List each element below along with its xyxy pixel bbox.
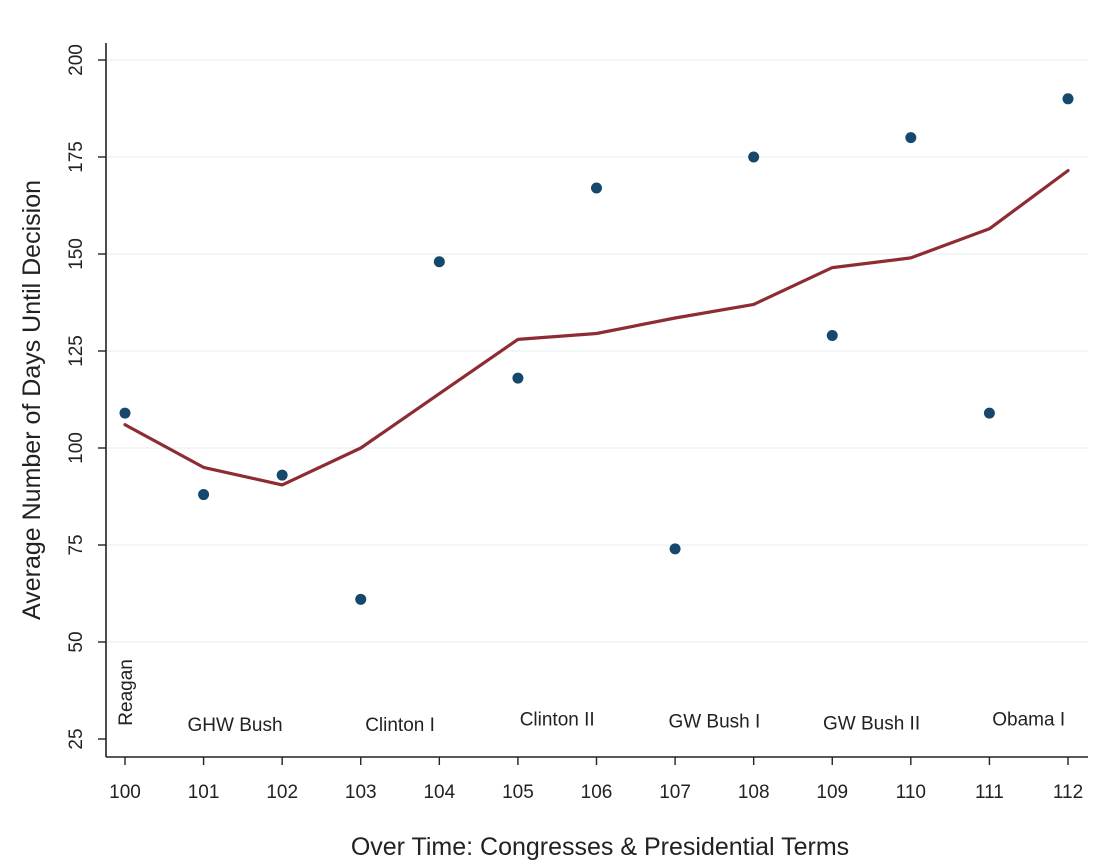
x-tick-label: 108	[738, 782, 770, 803]
x-tick-label: 100	[109, 782, 141, 803]
y-tick-label: 25	[66, 728, 87, 749]
data-point	[433, 256, 445, 268]
term-label: GW Bush II	[823, 713, 920, 734]
data-point	[591, 182, 602, 194]
x-tick-label: 112	[1053, 782, 1083, 803]
x-tick-label: 107	[659, 782, 691, 803]
x-tick-label: 111	[975, 782, 1004, 803]
x-tick-label: 103	[345, 782, 377, 803]
data-point	[669, 543, 681, 555]
x-tick-label: 106	[581, 782, 613, 803]
x-axis-title: Over Time: Congresses & Presidential Ter…	[351, 833, 849, 861]
gridlines	[106, 59, 1088, 643]
y-tick-label: 75	[66, 534, 87, 555]
x-tick-label: 110	[896, 782, 926, 803]
data-point	[512, 372, 524, 384]
term-label: Reagan	[116, 659, 137, 726]
term-label: Obama I	[992, 709, 1065, 730]
x-tick-label: 104	[423, 782, 455, 803]
data-point	[1062, 93, 1074, 105]
x-tick-label: 101	[188, 782, 220, 803]
y-axis: 25 50 75 100 125 150 175 200	[66, 43, 107, 757]
y-axis-title: Average Number of Days Until Decision	[18, 180, 46, 620]
term-annotations: Reagan GHW Bush Clinton I Clinton II GW Bush…	[116, 659, 1065, 736]
y-tick-label: 200	[66, 44, 87, 76]
plot-area	[119, 93, 1074, 605]
data-point	[905, 132, 917, 144]
data-point	[983, 407, 995, 419]
y-tick-label: 150	[66, 238, 87, 270]
data-point	[276, 469, 288, 481]
trend-line	[123, 169, 1070, 487]
term-label: GW Bush I	[668, 711, 760, 732]
y-tick-label: 50	[66, 631, 87, 652]
x-tick-label: 105	[502, 782, 534, 803]
y-tick-label: 100	[66, 432, 87, 464]
data-point	[826, 329, 838, 341]
data-point	[119, 407, 131, 419]
term-label: Clinton II	[520, 709, 595, 730]
x-axis: 100 101 102 103 104 105 106 107 108 109 110 111 112	[106, 756, 1088, 803]
x-tick-label: 102	[266, 782, 298, 803]
data-point	[355, 593, 367, 605]
y-tick-label: 175	[66, 141, 87, 173]
term-label: Clinton I	[365, 715, 435, 736]
data-point	[748, 151, 760, 163]
term-label: GHW Bush	[188, 715, 283, 736]
x-tick-label: 109	[816, 782, 848, 803]
y-tick-label: 125	[66, 335, 87, 367]
data-point	[198, 489, 210, 501]
